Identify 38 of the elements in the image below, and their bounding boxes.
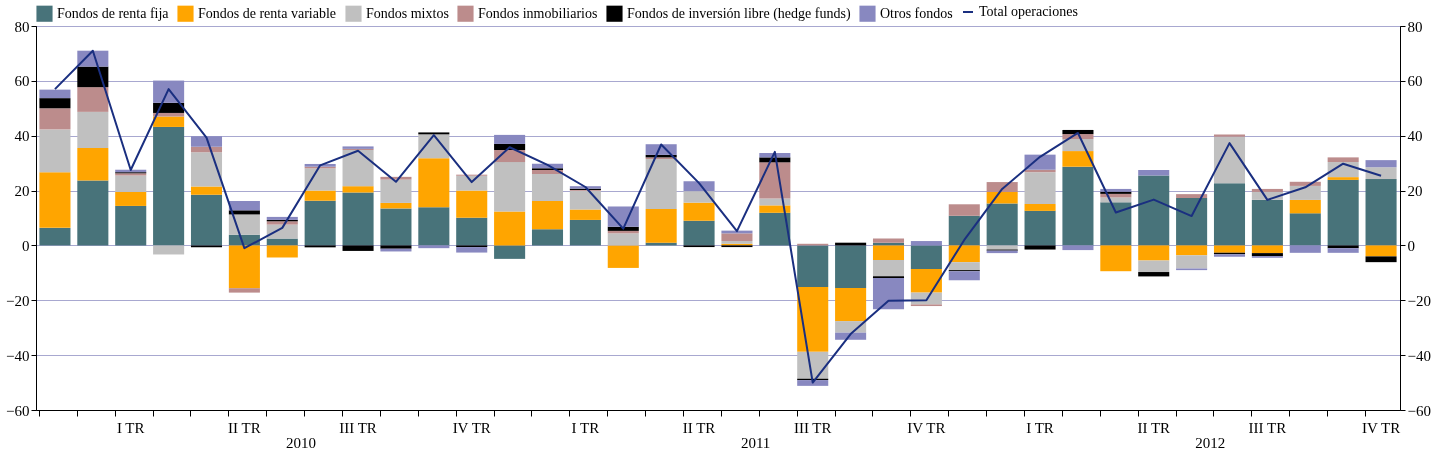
x-tick-label: II TR bbox=[1137, 419, 1171, 436]
x-tick-label: IV TR bbox=[907, 419, 946, 436]
x-tick-label: I TR bbox=[116, 419, 145, 436]
y-tick-label: −60 bbox=[6, 402, 30, 419]
x-tick-label: III TR bbox=[793, 419, 832, 436]
legend-label: Fondos mixtos bbox=[366, 5, 449, 21]
y2-tick-label: 20 bbox=[1407, 183, 1423, 200]
y-tick-label: 60 bbox=[14, 73, 30, 90]
legend-label: Fondos inmobiliarios bbox=[478, 5, 598, 21]
y2-tick-label: −40 bbox=[1407, 347, 1431, 364]
x-tick-label: II TR bbox=[228, 419, 261, 436]
legend-label: Otros fondos bbox=[880, 5, 953, 21]
x-tick-label: IV TR bbox=[1361, 419, 1401, 436]
text: 2011 bbox=[740, 435, 771, 451]
x-tick-label: I TR bbox=[571, 419, 600, 436]
legend-label: Fondos de renta fija bbox=[57, 5, 170, 21]
y2-tick-label: 60 bbox=[1407, 73, 1423, 90]
x-tick-label: III TR bbox=[1248, 419, 1287, 436]
y-tick-label: −40 bbox=[6, 347, 30, 364]
y-tick-label: 20 bbox=[14, 183, 30, 200]
y-tick-label: 0 bbox=[22, 237, 30, 254]
y2-tick-label: 80 bbox=[1407, 18, 1423, 35]
y2-tick-label: 0 bbox=[1407, 237, 1415, 254]
text: 2010 bbox=[285, 435, 316, 451]
y-tick-label: −20 bbox=[6, 292, 30, 309]
x-tick-label: I TR bbox=[1026, 419, 1054, 436]
x-tick-label: II TR bbox=[682, 419, 716, 436]
y2-tick-label: −60 bbox=[1407, 402, 1431, 419]
legend-label: Total operaciones bbox=[979, 4, 1078, 19]
x-tick-label: IV TR bbox=[452, 419, 491, 436]
legend-label: Fondos de renta variable bbox=[198, 5, 337, 21]
x-tick-label: III TR bbox=[339, 419, 377, 436]
y-tick-label: 80 bbox=[14, 18, 30, 35]
legend-label: Fondos de inversión libre (hedge funds) bbox=[627, 5, 851, 22]
y-tick-label: 40 bbox=[14, 128, 30, 145]
y2-tick-label: −20 bbox=[1407, 292, 1431, 309]
y2-tick-label: 40 bbox=[1407, 128, 1423, 145]
text: 2012 bbox=[1195, 435, 1226, 451]
